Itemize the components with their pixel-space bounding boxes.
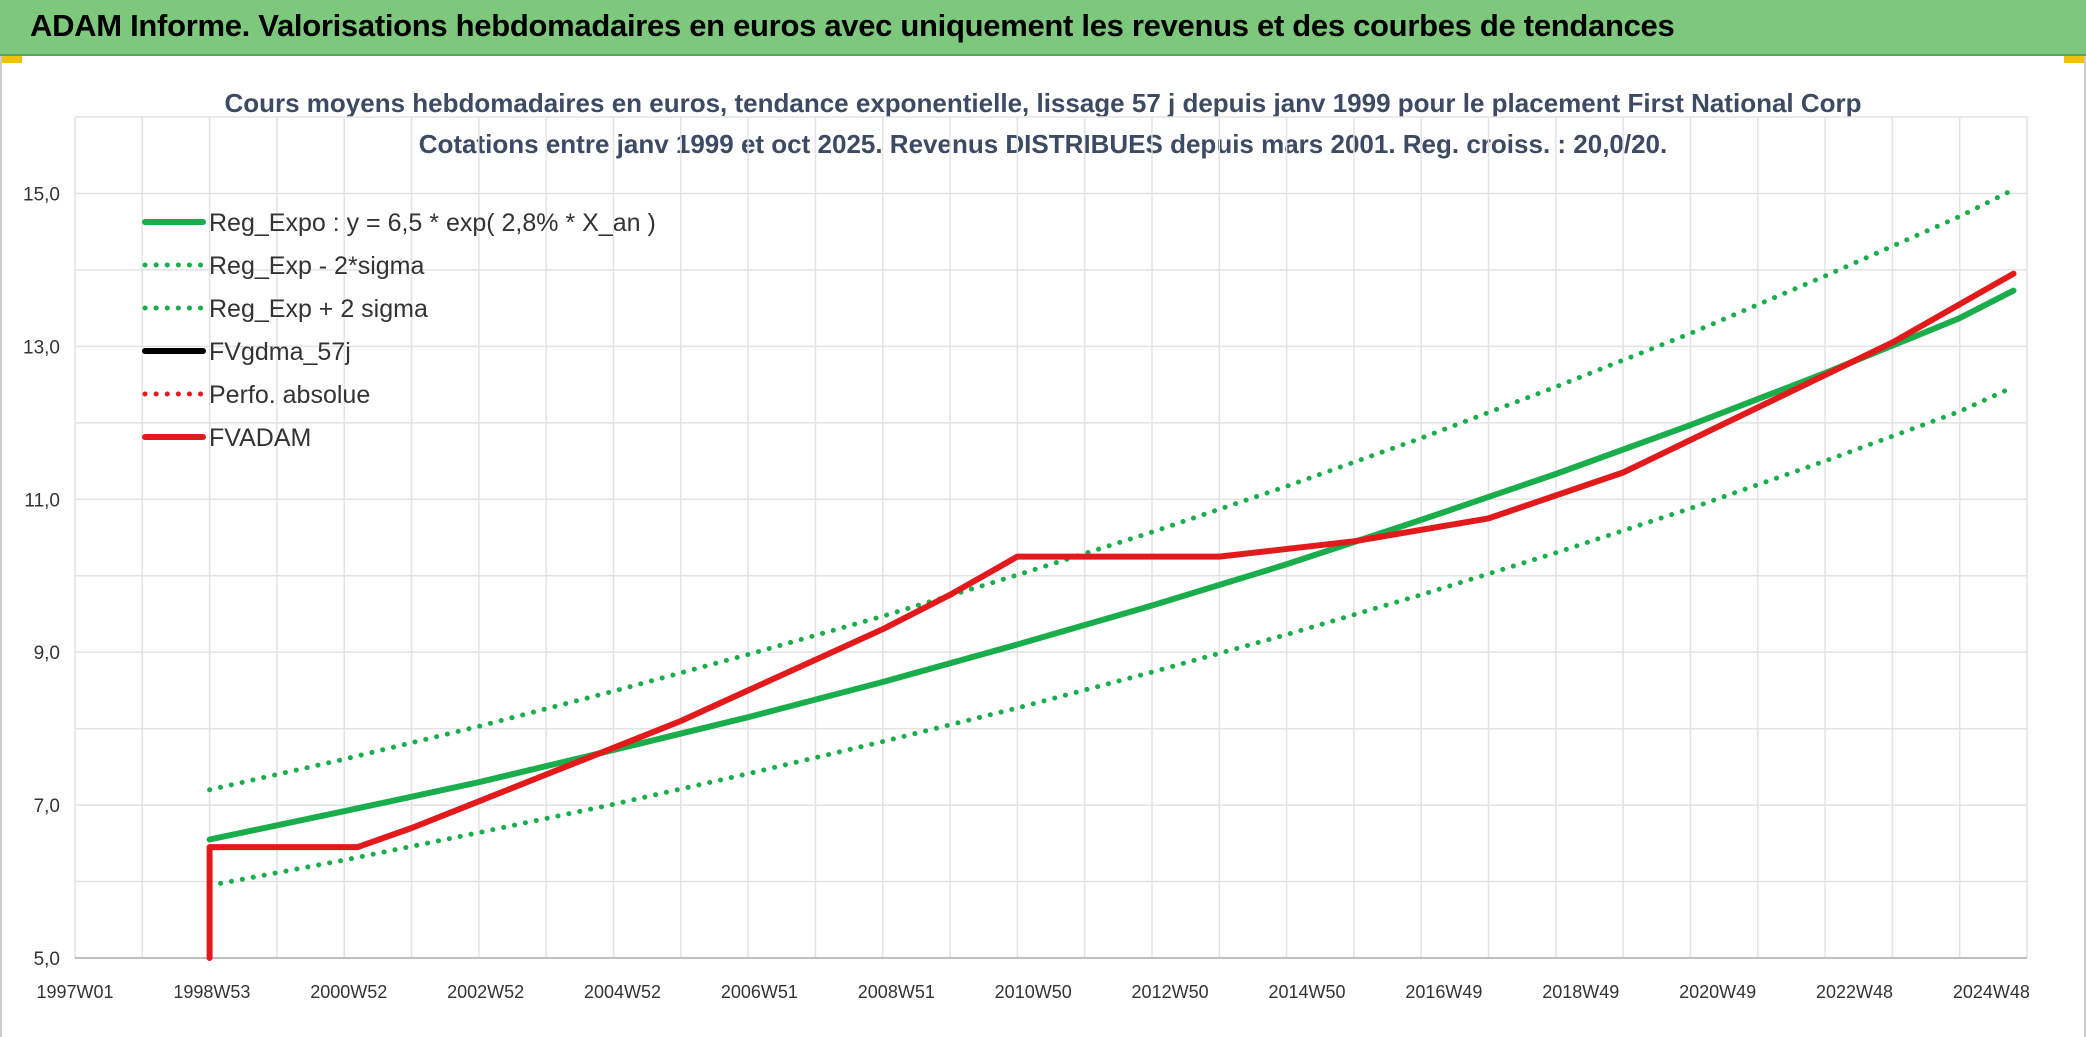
chart-subtitle: Cotations entre janv 1999 et oct 2025. R… bbox=[418, 129, 1668, 159]
x-tick-label: 2012W50 bbox=[1132, 982, 1209, 1002]
legend-label: Reg_Exp + 2 sigma bbox=[209, 295, 428, 323]
y-tick-label: 9,0 bbox=[34, 643, 60, 664]
legend-label: FVgdma_57j bbox=[209, 338, 351, 366]
x-tick-label: 2010W50 bbox=[995, 982, 1072, 1002]
x-tick-label: 2022W48 bbox=[1816, 982, 1893, 1002]
y-tick-label: 5,0 bbox=[34, 949, 60, 970]
x-tick-label: 2000W52 bbox=[310, 982, 387, 1002]
x-tick-label: 1998W53 bbox=[173, 982, 250, 1002]
chart-title: Cours moyens hebdomadaires en euros, ten… bbox=[224, 88, 1862, 118]
y-tick-label: 11,0 bbox=[24, 490, 60, 511]
report-title: ADAM Informe. Valorisations hebdomadaire… bbox=[30, 8, 1675, 43]
x-tick-label: 2008W51 bbox=[858, 982, 935, 1002]
corner-marker-top-right bbox=[2064, 56, 2086, 63]
x-tick-label: 2002W52 bbox=[447, 982, 524, 1002]
series-line-2 bbox=[207, 384, 2016, 888]
x-tick-label: 2020W49 bbox=[1679, 982, 1756, 1002]
legend-label: FVADAM bbox=[209, 424, 311, 452]
y-tick-label: 13,0 bbox=[23, 337, 60, 358]
x-tick-label: 2006W51 bbox=[721, 982, 798, 1002]
x-tick-label: 2016W49 bbox=[1405, 982, 1482, 1002]
x-tick-label: 1997W01 bbox=[36, 982, 113, 1002]
series-line-1 bbox=[206, 287, 2017, 843]
corner-marker-top-left bbox=[0, 56, 22, 63]
y-tick-label: 7,0 bbox=[34, 796, 60, 817]
x-tick-label: 2014W50 bbox=[1268, 982, 1345, 1002]
series-line-3 bbox=[207, 187, 2016, 793]
legend-label: Reg_Exp - 2*sigma bbox=[209, 252, 424, 280]
series-line-6 bbox=[206, 270, 2017, 961]
report-banner: ADAM Informe. Valorisations hebdomadaire… bbox=[0, 0, 2086, 56]
y-tick-label: 15,0 bbox=[23, 184, 60, 205]
chart-frame bbox=[0, 56, 2086, 1037]
x-tick-label: 2024W48 bbox=[1953, 982, 2030, 1002]
legend-label: Perfo. absolue bbox=[209, 381, 370, 409]
x-tick-label: 2004W52 bbox=[584, 982, 661, 1002]
legend-label: Reg_Expo : y = 6,5 * exp( 2,8% * X_an ) bbox=[209, 209, 656, 237]
x-tick-label: 2018W49 bbox=[1542, 982, 1619, 1002]
